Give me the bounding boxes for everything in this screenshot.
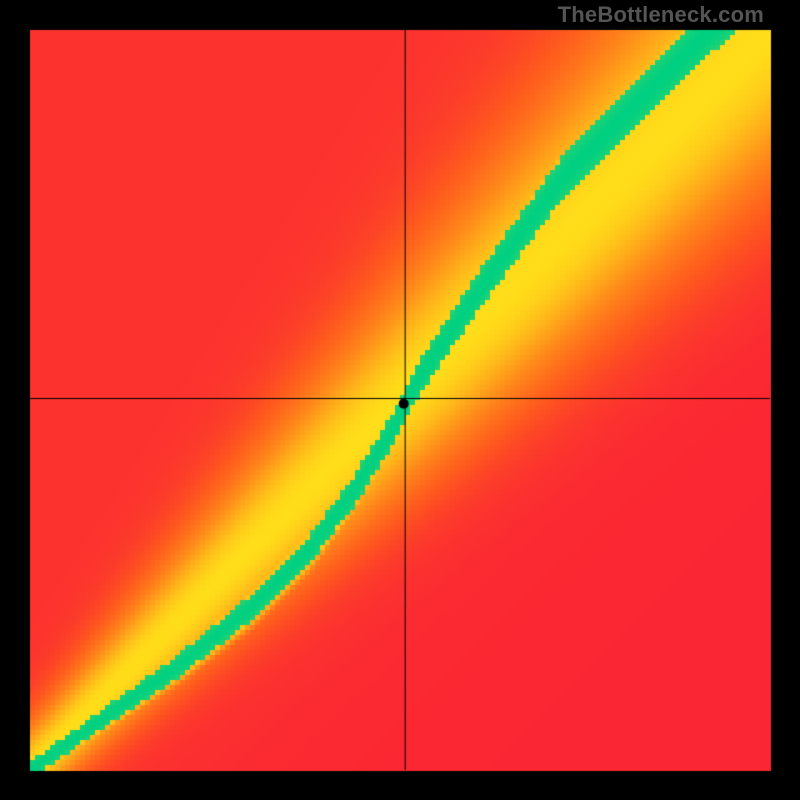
- watermark-text: TheBottleneck.com: [558, 2, 764, 28]
- heatmap-canvas: [0, 0, 800, 800]
- chart-stage: TheBottleneck.com: [0, 0, 800, 800]
